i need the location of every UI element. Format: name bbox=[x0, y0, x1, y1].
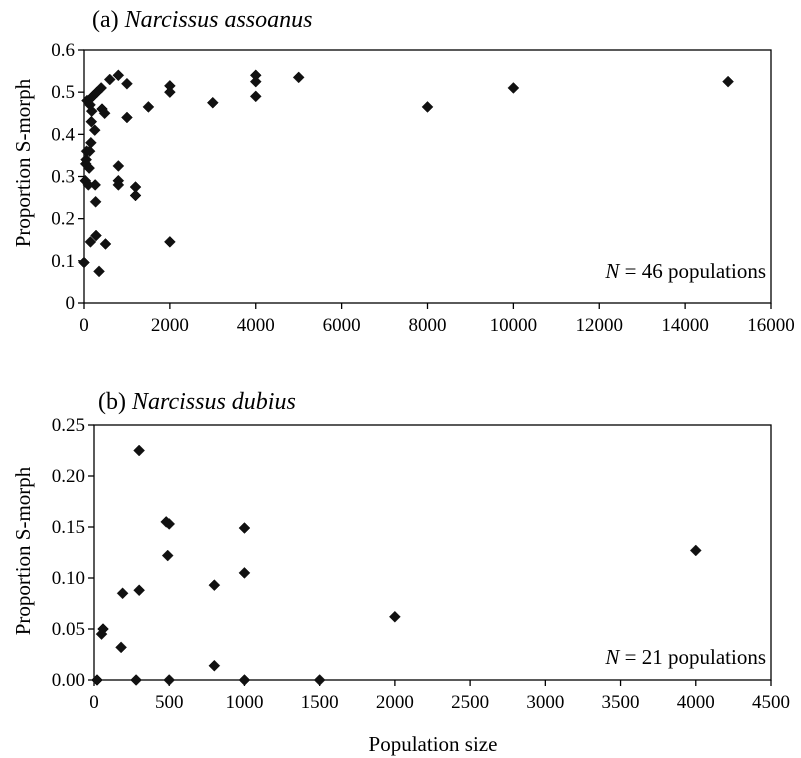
panel-a-title: (a) Narcissus assoanus bbox=[92, 7, 312, 33]
panel-a-data-point bbox=[121, 111, 133, 124]
panel-b-x-tick-label: 3500 bbox=[602, 692, 640, 713]
panel-a-data-point bbox=[112, 160, 125, 172]
panel-a-data-point bbox=[89, 195, 102, 208]
panel-b-x-axis-label: Population size bbox=[369, 732, 498, 756]
panel-b-data-point bbox=[163, 674, 176, 686]
panel-a-data-point bbox=[507, 82, 520, 94]
panel-a-data-point bbox=[78, 256, 90, 269]
panel-b-data-point bbox=[161, 549, 174, 562]
panel-a-x-tick-label: 6000 bbox=[323, 315, 361, 336]
panel-a-data-point bbox=[249, 75, 262, 88]
panel-a-data-point bbox=[98, 107, 111, 120]
panel-a-data-point bbox=[80, 153, 93, 166]
panel-a-data-point bbox=[90, 229, 102, 242]
panel-a-data-point bbox=[89, 179, 102, 191]
panel-b-y-tick-label: 0.05 bbox=[52, 619, 85, 640]
panel-a-data-point bbox=[292, 71, 305, 84]
panel-b-data-point bbox=[130, 674, 142, 686]
panel-b-data-point bbox=[115, 641, 127, 654]
panel-b-sample-size-annotation: N = 21 populations bbox=[604, 645, 766, 669]
panel-b-data-point bbox=[163, 518, 176, 530]
panel-b-data-point bbox=[238, 567, 251, 579]
panel-a-data-point bbox=[121, 77, 133, 90]
panel-a-y-axis-label: Proportion S-morph bbox=[11, 78, 35, 247]
panel-b-scatter-chart: (b) Narcissus dubius Proportion S-morph … bbox=[11, 389, 790, 756]
panel-b-data-point bbox=[208, 579, 221, 591]
panel-b-data-point bbox=[133, 584, 145, 597]
panel-a-y-tick-label: 0 bbox=[66, 293, 76, 314]
panel-a-x-tick-label: 16000 bbox=[747, 315, 795, 336]
panel-a-data-point bbox=[85, 115, 98, 128]
panel-b-title: (b) Narcissus dubius bbox=[98, 389, 296, 415]
panel-b-data-point bbox=[313, 674, 326, 686]
panel-b-x-tick-label: 3000 bbox=[526, 692, 564, 713]
panel-a-data-point bbox=[142, 101, 155, 113]
panel-b-plot-frame bbox=[93, 424, 772, 681]
panel-b-x-tick-label: 4000 bbox=[677, 692, 715, 713]
panel-b-data-point bbox=[116, 587, 129, 600]
panel-a-y-tick-label: 0.1 bbox=[51, 251, 75, 272]
panel-a-y-tick-label: 0.2 bbox=[51, 209, 75, 230]
panel-a-data-point bbox=[421, 101, 434, 113]
panel-a-data-point bbox=[88, 124, 101, 136]
panel-a-y-tick-label: 0.3 bbox=[51, 167, 75, 188]
panel-a-data-point bbox=[206, 96, 219, 109]
panel-a-data-point bbox=[85, 105, 98, 117]
panel-a-data-point bbox=[129, 189, 142, 202]
panel-a-data-point bbox=[103, 73, 116, 86]
panel-b-data-point bbox=[97, 623, 109, 635]
panel-a-data-point bbox=[164, 236, 176, 248]
panel-b-x-tick-label: 1000 bbox=[225, 692, 263, 713]
panel-b-data-point bbox=[133, 444, 145, 457]
panel-a-y-tick-label: 0.6 bbox=[51, 40, 75, 61]
panel-a-data-point bbox=[112, 179, 125, 191]
panel-a-sample-size-annotation: N = 46 populations bbox=[604, 259, 766, 283]
panel-b-data-point bbox=[238, 674, 251, 686]
panel-b-data-point bbox=[91, 674, 103, 686]
panel-a-scatter-chart: (a) Narcissus assoanus Proportion S-morp… bbox=[11, 7, 795, 336]
panel-b-x-tick-label: 500 bbox=[155, 692, 184, 713]
panel-b-y-tick-label: 0.25 bbox=[52, 415, 85, 436]
panel-a-y-tick-label: 0.5 bbox=[51, 82, 75, 103]
panel-b-data-point bbox=[238, 522, 251, 534]
panel-a-data-point bbox=[164, 86, 176, 99]
panel-a-x-tick-label: 4000 bbox=[237, 315, 275, 336]
panel-a-data-point bbox=[83, 162, 96, 174]
panel-a-x-tick-label: 8000 bbox=[409, 315, 447, 336]
panel-a-x-tick-label: 12000 bbox=[576, 315, 624, 336]
panel-a-data-point bbox=[84, 236, 97, 248]
panel-b-data-point bbox=[208, 659, 221, 672]
panel-b-y-tick-label: 0.15 bbox=[52, 517, 85, 538]
panel-a-data-point bbox=[93, 265, 105, 278]
panel-a-x-tick-label: 14000 bbox=[661, 315, 709, 336]
panel-a-x-tick-label: 2000 bbox=[151, 315, 189, 336]
panel-a-data-point bbox=[99, 238, 112, 250]
panel-b-data-point bbox=[689, 544, 702, 557]
panel-b-x-tick-label: 4500 bbox=[752, 692, 790, 713]
panel-b-x-tick-label: 1500 bbox=[301, 692, 339, 713]
panel-a-data-point bbox=[85, 136, 97, 149]
panel-a-data-point bbox=[95, 82, 108, 94]
panel-b-data-point bbox=[389, 610, 401, 623]
panel-a-data-point bbox=[83, 145, 96, 158]
panel-b-x-tick-label: 2000 bbox=[376, 692, 414, 713]
panel-b-y-tick-label: 0.10 bbox=[52, 568, 85, 589]
panel-a-data-point bbox=[249, 90, 262, 103]
panel-b-y-tick-label: 0.20 bbox=[52, 466, 85, 487]
panel-a-data-point bbox=[112, 69, 125, 82]
panel-a-y-tick-label: 0.4 bbox=[51, 124, 75, 145]
panel-b-x-tick-label: 0 bbox=[89, 692, 99, 713]
panel-a-x-tick-label: 10000 bbox=[490, 315, 538, 336]
panel-a-data-point bbox=[722, 75, 734, 88]
panel-b-y-axis-label: Proportion S-morph bbox=[11, 466, 35, 635]
panel-b-x-tick-label: 2500 bbox=[451, 692, 489, 713]
panel-a-x-tick-label: 0 bbox=[79, 315, 89, 336]
panel-b-y-tick-label: 0.00 bbox=[52, 670, 85, 691]
